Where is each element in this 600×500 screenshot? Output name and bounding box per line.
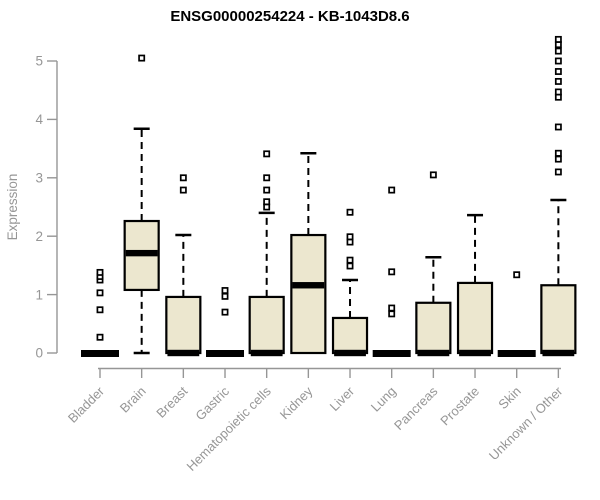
median-line [542, 349, 575, 357]
median-line [459, 349, 491, 357]
outlier-point [346, 256, 354, 264]
box [331, 316, 369, 355]
boxplot-group [540, 35, 577, 357]
collapsed-box [81, 350, 119, 357]
collapsed-box [497, 350, 536, 357]
boxplot-group [123, 54, 160, 355]
outlier-point [96, 289, 104, 297]
outlier-point [346, 262, 354, 270]
median-line [334, 349, 366, 357]
plot-area [81, 35, 577, 357]
boxplot-group [372, 186, 411, 357]
median-line [292, 282, 325, 289]
outlier-point [554, 149, 562, 157]
y-tick-label: 2 [35, 229, 43, 244]
boxplot-group [81, 268, 119, 357]
x-tick-label: Pancreas [391, 383, 441, 433]
y-tick-label: 0 [35, 346, 43, 361]
box [415, 301, 452, 355]
x-tick-label: Brain [117, 384, 149, 416]
outlier-point [346, 208, 354, 216]
outlier-point [96, 268, 104, 276]
outlier-point [554, 168, 562, 176]
boxplot-group [206, 287, 245, 357]
outlier-point [429, 171, 437, 179]
outlier-point [96, 333, 104, 341]
outlier-point [221, 292, 229, 300]
outlier-point [221, 308, 229, 316]
outlier-point [554, 57, 562, 65]
x-tick-label: Kidney [277, 383, 316, 422]
boxplot-group [331, 208, 369, 357]
median-line [125, 249, 158, 257]
y-tick-label: 5 [35, 54, 43, 69]
outlier-point [554, 68, 562, 75]
x-tick-label: Gastric [192, 383, 232, 423]
y-tick-label: 1 [35, 287, 43, 302]
x-tick-label: Breast [153, 383, 190, 420]
collapsed-box [206, 350, 245, 357]
outlier-point [388, 304, 396, 312]
x-tick-label: Skin [495, 384, 523, 412]
outlier-point [388, 186, 396, 194]
x-tick-label: Bladder [65, 383, 108, 426]
outlier-point [554, 35, 562, 43]
outlier-point [554, 88, 562, 96]
boxplot-group [415, 171, 452, 357]
boxplot-group [165, 174, 202, 357]
x-tick-label: Unknown / Other [486, 383, 566, 463]
boxplot-group [248, 150, 285, 357]
median-line [167, 349, 200, 357]
outlier-point [96, 306, 104, 314]
outlier-point [138, 54, 146, 62]
boxplot-group [497, 271, 536, 357]
outlier-point [263, 174, 271, 182]
median-line [250, 349, 283, 357]
outlier-point [513, 271, 521, 279]
y-axis-label: Expression [5, 174, 20, 241]
y-tick-label: 3 [35, 171, 43, 186]
box [456, 281, 494, 355]
outlier-point [263, 198, 271, 206]
outlier-point [554, 77, 562, 85]
chart-title: ENSG00000254224 - KB-1043D8.6 [170, 8, 409, 25]
outlier-point [221, 287, 229, 294]
outlier-point [554, 47, 562, 55]
outlier-point [388, 268, 396, 276]
outlier-point [263, 150, 271, 158]
median-line [417, 349, 450, 357]
outlier-point [346, 233, 354, 241]
outlier-point [179, 174, 187, 182]
boxplot-group [290, 152, 327, 355]
outlier-point [388, 310, 396, 318]
box [165, 295, 202, 355]
outlier-point [554, 123, 562, 131]
box [248, 295, 285, 355]
boxplot-group [456, 213, 494, 357]
collapsed-box [372, 350, 411, 357]
x-tick-label: Lung [368, 384, 399, 415]
outlier-point [179, 186, 187, 194]
outlier-point [263, 186, 271, 194]
x-tick-label: Liver [327, 383, 358, 414]
box [540, 284, 577, 355]
y-tick-label: 4 [35, 112, 43, 127]
outlier-point [554, 155, 562, 163]
x-tick-label: Prostate [437, 384, 482, 429]
box [290, 233, 327, 355]
